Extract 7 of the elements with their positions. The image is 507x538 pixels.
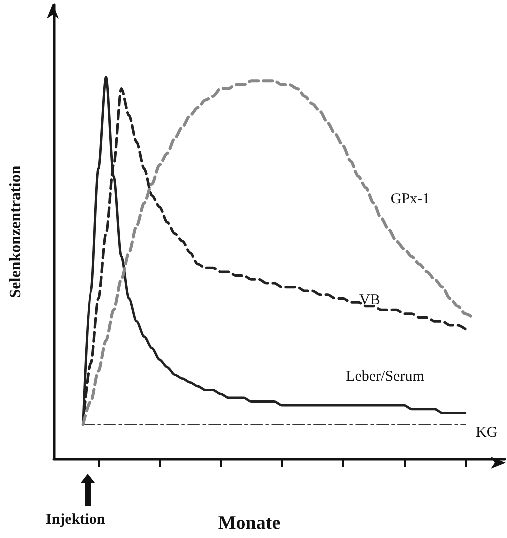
series-label: Leber/Serum: [346, 368, 425, 385]
series-label: VB: [360, 292, 380, 309]
x-axis-title: Monate: [218, 513, 281, 534]
series-label: GPx-1: [390, 191, 430, 208]
text: Injektion: [46, 512, 106, 529]
y-axis-title: Selenkonzentration: [8, 166, 24, 298]
series-label: KG: [476, 425, 498, 442]
